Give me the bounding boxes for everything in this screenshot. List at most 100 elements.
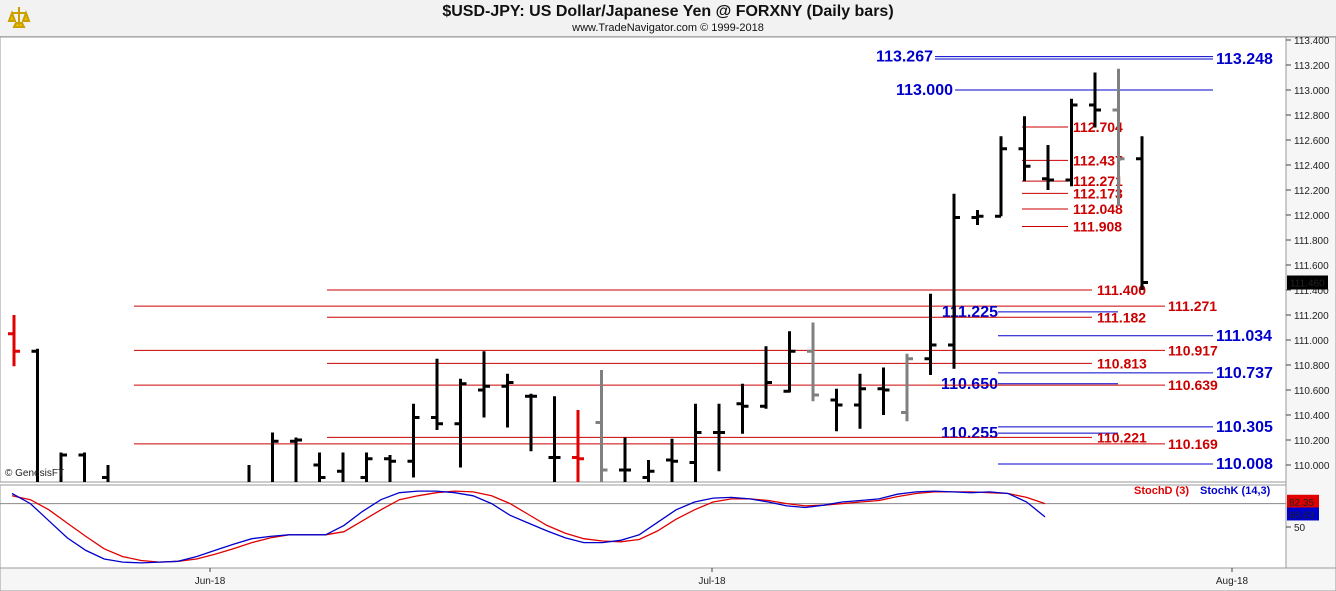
ohlc-bar bbox=[454, 378, 467, 468]
date-axis bbox=[0, 567, 1336, 591]
title-bar: $USD-JPY: US Dollar/Japanese Yen @ FORXN… bbox=[0, 0, 1336, 37]
x-tick-label: Jul-18 bbox=[698, 576, 726, 587]
ohlc-bar bbox=[642, 460, 655, 482]
ohlc-bar bbox=[736, 383, 749, 434]
y-tick-label: 111.400 bbox=[1294, 286, 1329, 297]
stoch-value-label: 68.63 bbox=[1289, 510, 1314, 521]
level-label: 113.248 bbox=[1216, 51, 1273, 68]
stoch-value-tag bbox=[1287, 494, 1319, 508]
y-tick-label: 113.000 bbox=[1294, 86, 1330, 97]
ohlc-bar bbox=[1018, 116, 1031, 182]
legend-stoch-d: StochD (3) bbox=[1134, 485, 1189, 497]
ohlc-bar bbox=[431, 358, 443, 430]
y-tick-label: 111.200 bbox=[1294, 311, 1329, 322]
ohlc-bar bbox=[501, 373, 514, 428]
level-label: 110.737 bbox=[1216, 365, 1273, 382]
chart-subtitle: www.TradeNavigator.com © 1999-2018 bbox=[572, 22, 764, 34]
level-label: 112.271 bbox=[1073, 173, 1123, 189]
ohlc-bar bbox=[1042, 145, 1054, 190]
stoch-tick-label: 50 bbox=[1294, 523, 1306, 534]
ohlc-bar bbox=[1065, 98, 1078, 187]
price-axis bbox=[1285, 36, 1336, 569]
legend-stoch-k: StochK (14,3) bbox=[1200, 485, 1271, 497]
ohlc-bar bbox=[31, 348, 39, 482]
level-label: 112.048 bbox=[1073, 201, 1123, 217]
y-tick-label: 112.600 bbox=[1294, 136, 1330, 147]
ohlc-bar bbox=[760, 346, 772, 409]
ohlc-bar bbox=[666, 438, 678, 482]
ohlc-bar bbox=[1112, 68, 1125, 207]
ohlc-bar bbox=[1136, 136, 1148, 290]
ohlc-bar bbox=[78, 452, 86, 482]
ohlc-bar bbox=[995, 136, 1007, 218]
ohlc-bar bbox=[247, 465, 251, 482]
ohlc-bar bbox=[572, 410, 584, 482]
level-label: 112.704 bbox=[1073, 119, 1123, 135]
ohlc-bar bbox=[924, 293, 937, 375]
stochastic-panel bbox=[0, 484, 1287, 569]
ohlc-bar bbox=[102, 465, 110, 482]
y-tick-label: 113.200 bbox=[1294, 61, 1330, 72]
ohlc-bar bbox=[384, 455, 396, 482]
last-price-label: 111.460 bbox=[1290, 279, 1325, 290]
ohlc-bar bbox=[337, 452, 345, 482]
ohlc-bar bbox=[713, 403, 725, 472]
y-tick-label: 111.000 bbox=[1294, 336, 1329, 347]
level-label: 110.169 bbox=[1168, 436, 1218, 452]
ohlc-bar bbox=[948, 193, 960, 369]
ohlc-bar bbox=[548, 396, 561, 482]
trade-navigator-logo-icon bbox=[4, 3, 34, 33]
ohlc-bar bbox=[8, 315, 20, 367]
ohlc-bar bbox=[271, 432, 279, 482]
level-label: 110.008 bbox=[1216, 456, 1273, 473]
ohlc-bar bbox=[854, 373, 866, 429]
ohlc-bar bbox=[59, 452, 67, 482]
ohlc-bar bbox=[525, 393, 537, 452]
y-tick-label: 112.000 bbox=[1294, 211, 1330, 222]
y-tick-label: 110.600 bbox=[1294, 386, 1330, 397]
ohlc-bar bbox=[901, 353, 913, 422]
ohlc-bar bbox=[1089, 72, 1101, 128]
ohlc-bar bbox=[595, 370, 608, 482]
y-tick-label: 111.800 bbox=[1294, 236, 1329, 247]
stoch-value-label: 82.35 bbox=[1289, 498, 1314, 509]
y-tick-label: 110.000 bbox=[1294, 461, 1330, 472]
level-label: 113.267 bbox=[876, 49, 933, 66]
level-label: 111.225 bbox=[942, 304, 998, 321]
y-tick-label: 112.400 bbox=[1294, 161, 1330, 172]
chart-title: $USD-JPY: US Dollar/Japanese Yen @ FORXN… bbox=[442, 3, 894, 20]
ohlc-bar bbox=[877, 367, 890, 415]
ohlc-bar bbox=[830, 388, 843, 432]
y-tick-label: 111.600 bbox=[1294, 261, 1329, 272]
ohlc-bars bbox=[8, 68, 1148, 482]
ohlc-bar bbox=[290, 437, 302, 482]
level-label: 111.034 bbox=[1216, 328, 1272, 345]
y-tick-label: 112.200 bbox=[1294, 186, 1330, 197]
ohlc-bar bbox=[478, 351, 490, 418]
stoch-k-line bbox=[11, 490, 1046, 564]
x-tick-label: Aug-18 bbox=[1216, 576, 1249, 587]
level-label: 111.182 bbox=[1097, 309, 1146, 325]
level-label: 110.639 bbox=[1168, 377, 1218, 393]
y-tick-label: 113.400 bbox=[1294, 36, 1330, 47]
ohlc-bar bbox=[971, 210, 984, 225]
watermark: © GenesisFT bbox=[5, 468, 64, 479]
level-label: 110.255 bbox=[941, 425, 998, 442]
level-label: 110.305 bbox=[1216, 419, 1273, 436]
y-tick-label: 110.400 bbox=[1294, 411, 1330, 422]
level-label: 111.908 bbox=[1073, 219, 1122, 235]
ohlc-bar bbox=[619, 437, 631, 482]
ohlc-bar bbox=[783, 331, 796, 393]
y-tick-label: 110.800 bbox=[1294, 361, 1330, 372]
stoch-value-tag bbox=[1287, 507, 1319, 521]
ohlc-bar bbox=[807, 322, 819, 402]
y-tick-label: 112.800 bbox=[1294, 111, 1330, 122]
level-label: 113.000 bbox=[896, 82, 953, 99]
x-tick-label: Jun-18 bbox=[195, 576, 226, 587]
level-label: 111.271 bbox=[1168, 298, 1217, 314]
level-label: 110.650 bbox=[941, 376, 998, 393]
level-label: 112.173 bbox=[1073, 185, 1123, 201]
ohlc-bar bbox=[689, 403, 702, 482]
level-label: 112.437 bbox=[1073, 152, 1123, 168]
